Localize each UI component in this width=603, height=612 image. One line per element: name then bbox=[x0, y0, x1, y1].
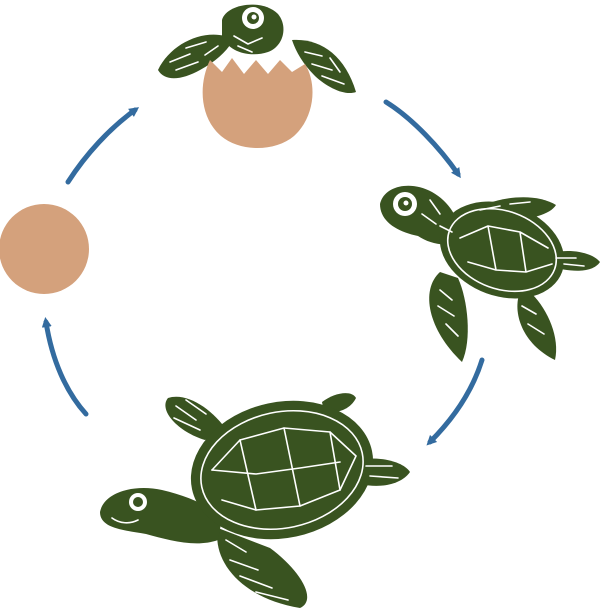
arrow-juvenile-to-adult bbox=[426, 357, 485, 446]
egg-stage bbox=[0, 204, 89, 294]
hatchling-head bbox=[222, 4, 284, 55]
arrow-hatchling-to-juvenile bbox=[383, 99, 461, 179]
arrow-adult-to-egg bbox=[41, 317, 89, 417]
hatchling-stage bbox=[158, 4, 356, 148]
arrow-egg-to-hatchling bbox=[65, 107, 140, 185]
egg-icon bbox=[0, 204, 89, 294]
juvenile-front-bottom-flipper bbox=[429, 272, 468, 362]
juvenile-rear-bottom-flipper bbox=[517, 292, 557, 360]
hatchling-left-flipper bbox=[158, 34, 232, 79]
juvenile-stage bbox=[380, 185, 600, 362]
adult-bottom-flipper bbox=[217, 528, 308, 608]
cycle-arrows bbox=[41, 99, 485, 446]
adult-stage bbox=[100, 393, 410, 608]
adult-top-flipper bbox=[165, 396, 228, 440]
juvenile-shell bbox=[439, 201, 565, 299]
hatchling-egg-shell bbox=[202, 58, 313, 148]
